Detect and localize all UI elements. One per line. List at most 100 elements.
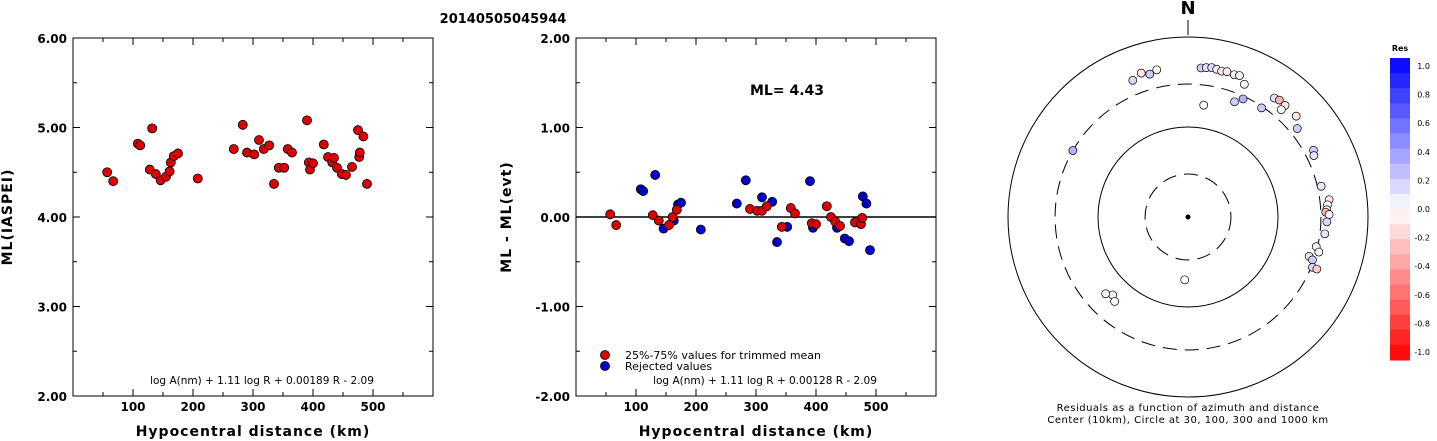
- rejected-point: [676, 197, 686, 208]
- chart1-y-label: ML(IASPEI): [0, 169, 16, 266]
- ml-point: [358, 131, 369, 142]
- colorbar-cell: [1390, 269, 1410, 285]
- polar-caption-line1: Residuals as a function of azimuth and d…: [1057, 403, 1320, 414]
- rejected-point: [757, 192, 767, 203]
- rejected-point: [650, 170, 661, 180]
- x-tick-label: 100: [120, 400, 145, 414]
- station-residual-point: [1312, 264, 1322, 274]
- colorbar-cell: [1390, 58, 1410, 74]
- x-tick-label: 300: [240, 400, 265, 414]
- chart2-formula: log A(nm) + 1.11 log R + 0.00128 R - 2.0…: [653, 375, 877, 387]
- x-tick-label: 300: [743, 400, 768, 414]
- station-residuals: [1068, 63, 1334, 306]
- colorbar-tick-label: -0.2: [1414, 234, 1430, 243]
- colorbar-tick-label: 0.2: [1417, 176, 1430, 185]
- chart1-x-label: Hypocentral distance (km): [136, 424, 371, 440]
- x-tick-label: 400: [803, 400, 828, 414]
- trimmed-point: [761, 201, 772, 212]
- rejected-point: [638, 186, 649, 196]
- station-residual-point: [1110, 297, 1119, 306]
- ring-1000km: [1007, 36, 1369, 398]
- ml-point: [228, 144, 239, 154]
- x-tick-label: 500: [863, 400, 888, 414]
- ml-point: [347, 161, 357, 172]
- legend-trimmed-marker: [600, 350, 610, 360]
- rejected-point: [865, 245, 875, 256]
- colorbar-tick-label: 0.0: [1417, 205, 1430, 214]
- station-residual-point: [1239, 79, 1249, 89]
- ml-point: [353, 125, 363, 136]
- ml-point: [173, 148, 183, 159]
- rejected-point: [731, 198, 742, 209]
- y-tick-label: -2.00: [535, 390, 570, 404]
- x-tick-label: 100: [623, 400, 648, 414]
- trimmed-point: [835, 221, 845, 231]
- epicenter-dot: [1185, 214, 1191, 220]
- colorbar-cell: [1390, 314, 1410, 331]
- colorbar-tick-label: -0.8: [1414, 319, 1430, 328]
- colorbar-cell: [1390, 133, 1410, 150]
- station-residual-point: [1291, 111, 1301, 121]
- ml-point: [164, 166, 175, 177]
- chart1-y-axis: 2.00 3.00 4.00 5.00 6.00: [37, 32, 433, 404]
- rejected-point: [861, 198, 872, 209]
- y-tick-label: 2.00: [37, 390, 67, 404]
- trimmed-point: [667, 212, 678, 222]
- colorbar-tick-label: 0.6: [1417, 119, 1430, 128]
- y-tick-label: 3.00: [37, 301, 67, 315]
- colorbar-cell: [1390, 163, 1410, 180]
- colorbar-cell: [1390, 284, 1410, 301]
- y-tick-label: 2.00: [540, 32, 570, 46]
- trimmed-point: [811, 219, 821, 230]
- x-tick-label: 200: [180, 400, 205, 414]
- colorbar-cell: [1390, 239, 1410, 255]
- colorbar-cell: [1390, 178, 1410, 195]
- ml-point: [308, 158, 318, 169]
- ml-value-label: ML= 4.43: [750, 83, 824, 99]
- rejected-point: [805, 176, 815, 187]
- colorbar-cell: [1390, 209, 1410, 225]
- y-tick-label: -1.00: [535, 301, 570, 315]
- station-residual-point: [1314, 247, 1324, 257]
- distance-rings: [1007, 36, 1369, 398]
- trimmed-point: [857, 212, 868, 223]
- rejected-point: [772, 237, 782, 247]
- chart2-legend: 25%-75% values for trimmed mean Rejected…: [600, 349, 821, 373]
- x-tick-label: 500: [360, 400, 385, 414]
- trimmed-point: [821, 201, 832, 212]
- colorbar-cell: [1390, 299, 1410, 316]
- chart2-y-label: ML - ML(evt): [499, 161, 515, 272]
- chart1-x-axis: 100 200 300 400 500: [102, 38, 404, 414]
- ml-distance-chart: 2.00 3.00 4.00 5.00 6.00 100 200 300 400 500 ML(…: [0, 32, 434, 440]
- y-tick-label: 5.00: [37, 122, 67, 136]
- station-residual-point: [1199, 100, 1209, 110]
- station-residual-point: [1276, 105, 1286, 115]
- chart2-points: [605, 170, 875, 256]
- trimmed-point: [611, 220, 622, 230]
- station-residual-point: [1180, 275, 1190, 285]
- station-residual-point: [1235, 71, 1244, 80]
- station-residual-point: [1274, 95, 1284, 105]
- chart2-x-label: Hypocentral distance (km): [639, 424, 874, 440]
- ml-point: [108, 176, 119, 187]
- colorbar-cells: [1390, 58, 1410, 361]
- station-residual-point: [1222, 67, 1232, 76]
- colorbar-cell: [1390, 118, 1410, 134]
- rejected-point: [695, 224, 706, 235]
- north-label: N: [1180, 0, 1195, 19]
- colorbar-ticks: 1.0 0.8 0.6 0.4 0.2 0.0 -0.2 -0.4 -0.6 -0.8 -1.0: [1414, 62, 1430, 357]
- station-residual-point: [1238, 94, 1248, 104]
- colorbar-cell: [1390, 329, 1410, 346]
- trimmed-point: [605, 209, 616, 220]
- station-residual-point: [1128, 75, 1138, 85]
- ml-point: [318, 139, 329, 150]
- station-residual-point: [1309, 151, 1319, 160]
- ml-point: [362, 178, 372, 189]
- trimmed-point: [664, 220, 674, 230]
- chart1-frame: [72, 37, 434, 397]
- station-residual-point: [1322, 217, 1332, 227]
- legend-rejected-label: Rejected values: [625, 360, 712, 373]
- station-residual-point: [1101, 289, 1111, 299]
- azimuth-residual-plot: N Residuals as a function of azimuth and…: [1007, 0, 1369, 426]
